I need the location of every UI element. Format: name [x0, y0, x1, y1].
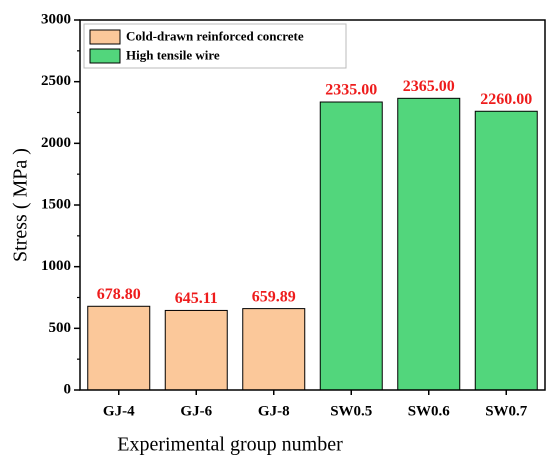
- bar: [242, 308, 306, 391]
- bar: [474, 110, 538, 391]
- x-tick-label: GJ-8: [258, 403, 290, 419]
- bar: [164, 309, 228, 391]
- y-axis-label: Stress ( MPa ): [10, 148, 32, 262]
- x-tick-label: GJ-4: [103, 403, 135, 419]
- value-label: 678.80: [97, 286, 141, 303]
- x-tick-label: SW0.6: [408, 403, 451, 419]
- bar: [87, 305, 151, 391]
- legend-box: [83, 23, 347, 69]
- y-tick-label: 2000: [41, 135, 71, 151]
- x-tick-label: SW0.7: [485, 403, 528, 419]
- value-label: 2365.00: [403, 78, 455, 95]
- y-tick-label: 1500: [41, 196, 71, 212]
- y-tick-label: 1000: [41, 258, 71, 274]
- y-tick-label: 3000: [41, 11, 71, 27]
- legend-swatch: [89, 29, 121, 45]
- legend-label: High tensile wire: [126, 47, 220, 62]
- bar: [397, 97, 461, 391]
- x-axis-label: Experimental group number: [117, 434, 343, 456]
- value-label: 2260.00: [480, 91, 532, 108]
- value-label: 659.89: [252, 288, 296, 305]
- plot-frame: [79, 19, 546, 391]
- y-tick-label: 500: [49, 320, 72, 336]
- legend-label: Cold-drawn reinforced concrete: [126, 28, 304, 43]
- legend-swatch: [89, 48, 121, 64]
- value-label: 2335.00: [325, 82, 377, 99]
- bar: [319, 101, 383, 391]
- x-tick-label: SW0.5: [330, 403, 372, 419]
- x-tick-label: GJ-6: [180, 403, 212, 419]
- y-tick-label: 0: [64, 381, 72, 397]
- y-tick-label: 2500: [41, 73, 71, 89]
- value-label: 645.11: [175, 290, 218, 307]
